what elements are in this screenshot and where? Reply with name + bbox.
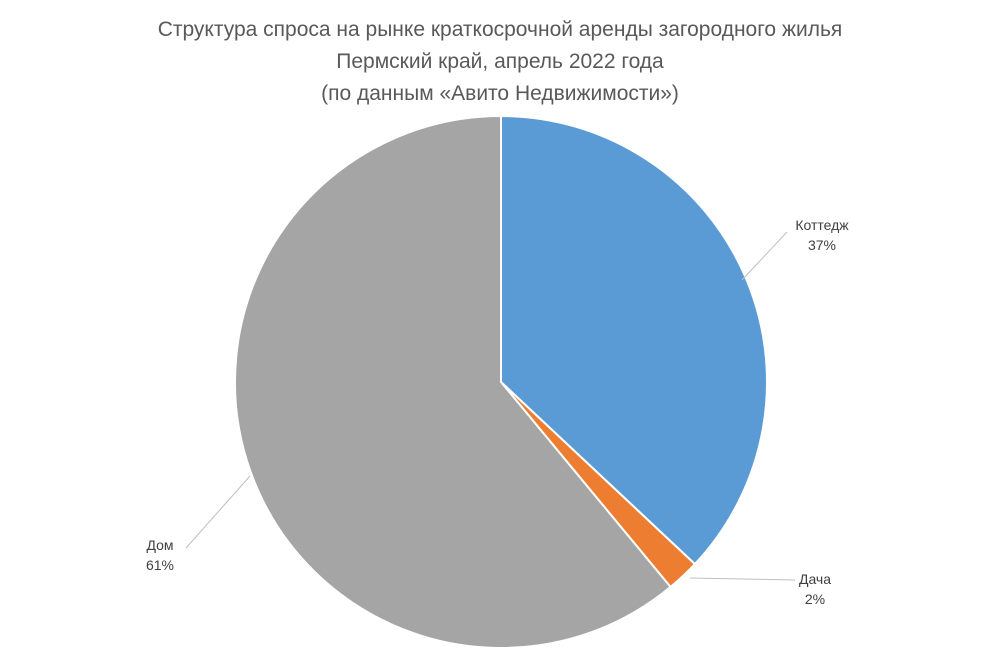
leader-line-kottedzh bbox=[741, 231, 788, 281]
data-label-category: Дача bbox=[799, 571, 831, 587]
leader-line-dacha bbox=[689, 577, 796, 581]
data-label-dom: Дом 61% bbox=[146, 537, 174, 573]
data-label-value: 2% bbox=[805, 591, 825, 607]
chart-title-line-3: (по данным «Авито Недвижимости») bbox=[321, 82, 679, 105]
data-label-value: 61% bbox=[146, 557, 174, 573]
pie-slices bbox=[234, 114, 768, 649]
pie-slice-dom bbox=[234, 114, 672, 649]
data-labels: Коттедж 37% Дача 2% Дом 61% bbox=[146, 217, 849, 607]
data-label-kottedzh: Коттедж 37% bbox=[795, 217, 849, 253]
chart-title-line-1: Структура спроса на рынке краткосрочной … bbox=[157, 18, 843, 41]
data-label-value: 37% bbox=[808, 237, 836, 253]
chart-title-line-2: Пермский край, апрель 2022 года bbox=[336, 50, 664, 73]
leader-lines bbox=[185, 231, 796, 581]
leader-line-dom bbox=[185, 475, 251, 549]
data-label-category: Коттедж bbox=[795, 217, 849, 233]
data-label-category: Дом bbox=[146, 537, 173, 553]
chart-title: Структура спроса на рынке краткосрочной … bbox=[0, 14, 1000, 110]
data-label-dacha: Дача 2% bbox=[799, 571, 831, 607]
